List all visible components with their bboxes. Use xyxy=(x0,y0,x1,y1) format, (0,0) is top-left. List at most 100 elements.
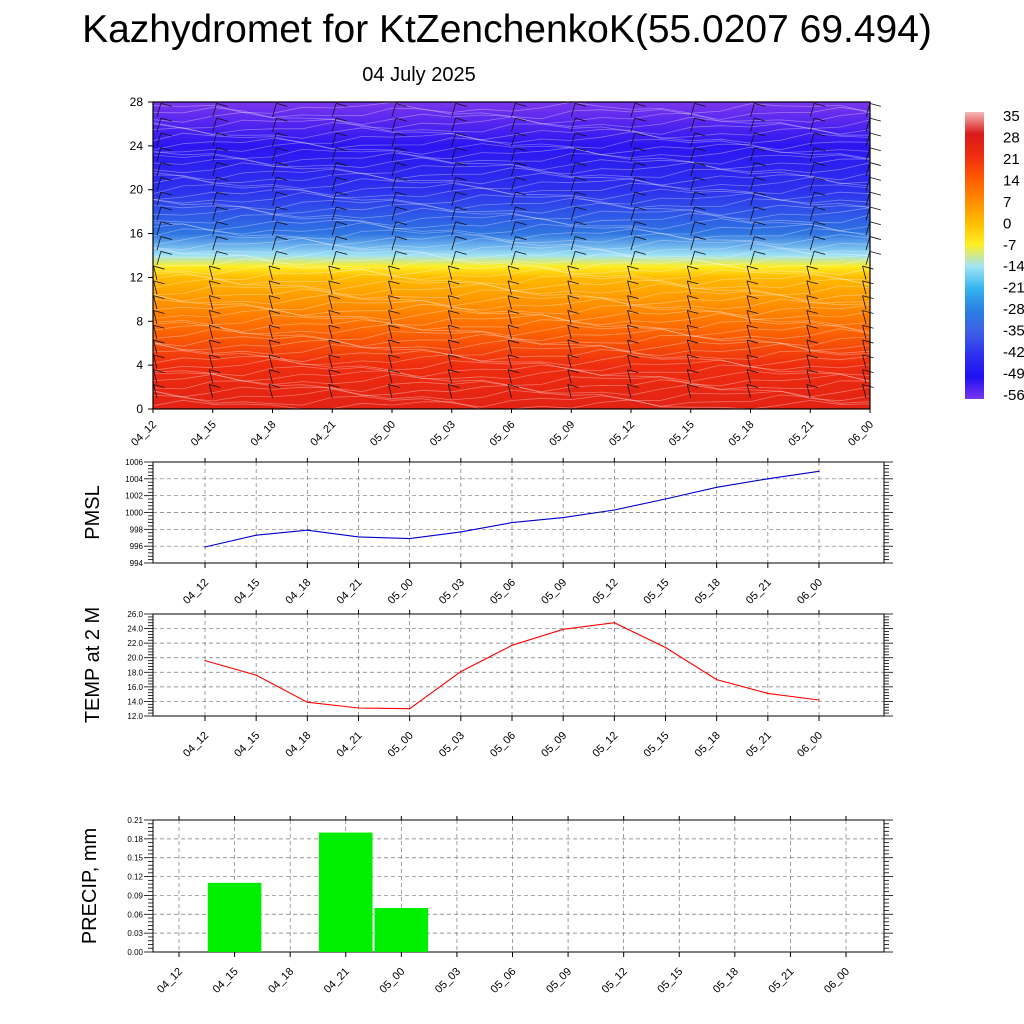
wind-barb-staff xyxy=(156,236,162,251)
wind-barb-staff xyxy=(690,251,696,265)
contour-line xyxy=(152,248,871,262)
wind-barb-flag xyxy=(814,132,826,137)
ytick-label: 18.0 xyxy=(127,668,143,677)
wind-barb-staff xyxy=(212,162,218,177)
wind-barb-flag xyxy=(515,117,527,122)
ytick-label: 1006 xyxy=(125,458,143,467)
wind-barb-flag xyxy=(515,191,527,196)
data-point xyxy=(204,546,206,548)
wind-barb-flag xyxy=(328,324,340,329)
wind-barb-flag xyxy=(575,191,587,196)
wind-barb-flag xyxy=(209,354,221,359)
wind-barb-staff xyxy=(750,132,755,147)
wind-barb-flag xyxy=(455,191,467,196)
contour-line xyxy=(152,319,871,332)
wind-barb-staff xyxy=(630,206,636,221)
wind-barb-flag xyxy=(575,236,587,240)
wind-barb-flag xyxy=(634,250,646,255)
wind-barb-flag xyxy=(276,117,288,122)
xtick-label: 05_00 xyxy=(386,577,416,607)
wind-barb-staff xyxy=(627,295,632,310)
wind-barb-flag xyxy=(268,265,281,270)
xtick-label: 05_15 xyxy=(642,577,672,607)
contour-line xyxy=(152,353,871,368)
wind-barb-staff xyxy=(686,325,692,339)
wind-barb-flag xyxy=(216,117,228,122)
wind-barb-staff xyxy=(268,354,273,369)
contour-line xyxy=(152,258,871,272)
wind-barb-staff xyxy=(212,251,218,265)
data-point xyxy=(306,529,308,531)
wind-barb-staff xyxy=(630,251,636,265)
wind-barb-staff xyxy=(328,265,333,280)
data-point xyxy=(357,707,360,709)
wind-barb-staff xyxy=(328,310,333,325)
wind-barb-flag xyxy=(216,132,228,137)
wind-barb-staff xyxy=(268,280,273,295)
wind-barb-staff xyxy=(507,325,512,339)
contour-line xyxy=(152,338,871,352)
wind-barb-flag xyxy=(160,221,172,226)
wind-barb-flag xyxy=(328,280,340,285)
wind-barb-staff xyxy=(268,325,273,339)
wind-barb-flag xyxy=(634,117,646,122)
heatmap-xtick-label: 05_09 xyxy=(547,419,577,449)
ytick-label: 24.0 xyxy=(127,625,143,634)
wind-barb-staff xyxy=(331,103,337,117)
wind-barb-staff xyxy=(570,132,576,147)
wind-barb-staff xyxy=(212,132,218,147)
ytick-label: 996 xyxy=(130,542,144,551)
wind-barb-staff xyxy=(750,147,755,162)
wind-barb-staff xyxy=(447,325,453,339)
data-point xyxy=(409,708,411,710)
colorbar-label: -49 xyxy=(1003,366,1024,383)
ytick-label: 0.15 xyxy=(127,854,143,863)
chart-subtitle: 04 July 2025 xyxy=(362,64,476,86)
wind-barb-staff xyxy=(331,192,337,206)
contour-line xyxy=(152,167,871,181)
wind-barb-flag xyxy=(455,206,467,211)
wind-barb-staff xyxy=(750,103,755,117)
wind-barb-staff xyxy=(212,236,218,251)
wind-barb-staff xyxy=(391,236,397,251)
wind-barb-flag xyxy=(862,295,874,300)
data-point xyxy=(562,516,564,519)
contour-line xyxy=(152,267,870,281)
heatmap-ytick-label: 4 xyxy=(136,358,143,372)
wind-barb-flag xyxy=(276,191,288,196)
wind-barb-staff xyxy=(690,177,696,191)
wind-barb-staff xyxy=(391,206,397,221)
wind-barb-flag xyxy=(746,354,759,359)
wind-barb-flag xyxy=(216,162,228,166)
wind-barb-flag xyxy=(869,102,881,107)
wind-barb-flag xyxy=(567,384,579,388)
wind-barb-flag xyxy=(869,117,881,122)
wind-barb-flag xyxy=(268,369,281,374)
wind-barb-flag xyxy=(814,176,826,181)
heatmap-xtick-label: 04_18 xyxy=(249,419,279,449)
data-point xyxy=(511,522,513,524)
wind-barb-staff xyxy=(451,206,457,221)
wind-barb-flag xyxy=(448,354,460,359)
wind-barb-staff xyxy=(806,354,811,369)
xtick-label: 05_09 xyxy=(539,577,569,607)
wind-barb-flag xyxy=(806,310,818,314)
wind-barb-staff xyxy=(865,103,871,117)
wind-barb-flag xyxy=(160,147,172,152)
colorbar-label: 7 xyxy=(1003,194,1011,211)
wind-barb-staff xyxy=(627,339,632,354)
wind-barb-flag xyxy=(814,191,826,196)
wind-barb-staff xyxy=(865,206,871,221)
data-point xyxy=(255,674,257,676)
wind-barb-flag xyxy=(694,191,706,196)
precip-bar xyxy=(318,832,373,952)
wind-barb-staff xyxy=(567,310,572,325)
contour-line xyxy=(152,288,871,302)
wind-barb-flag xyxy=(507,354,520,359)
xtick-label: 04_18 xyxy=(266,966,296,996)
wind-barb-staff xyxy=(806,310,811,325)
wind-barb-flag xyxy=(627,324,639,329)
wind-barb-staff xyxy=(153,265,158,280)
wind-barb-staff xyxy=(208,384,214,399)
wind-barb-staff xyxy=(627,369,632,384)
